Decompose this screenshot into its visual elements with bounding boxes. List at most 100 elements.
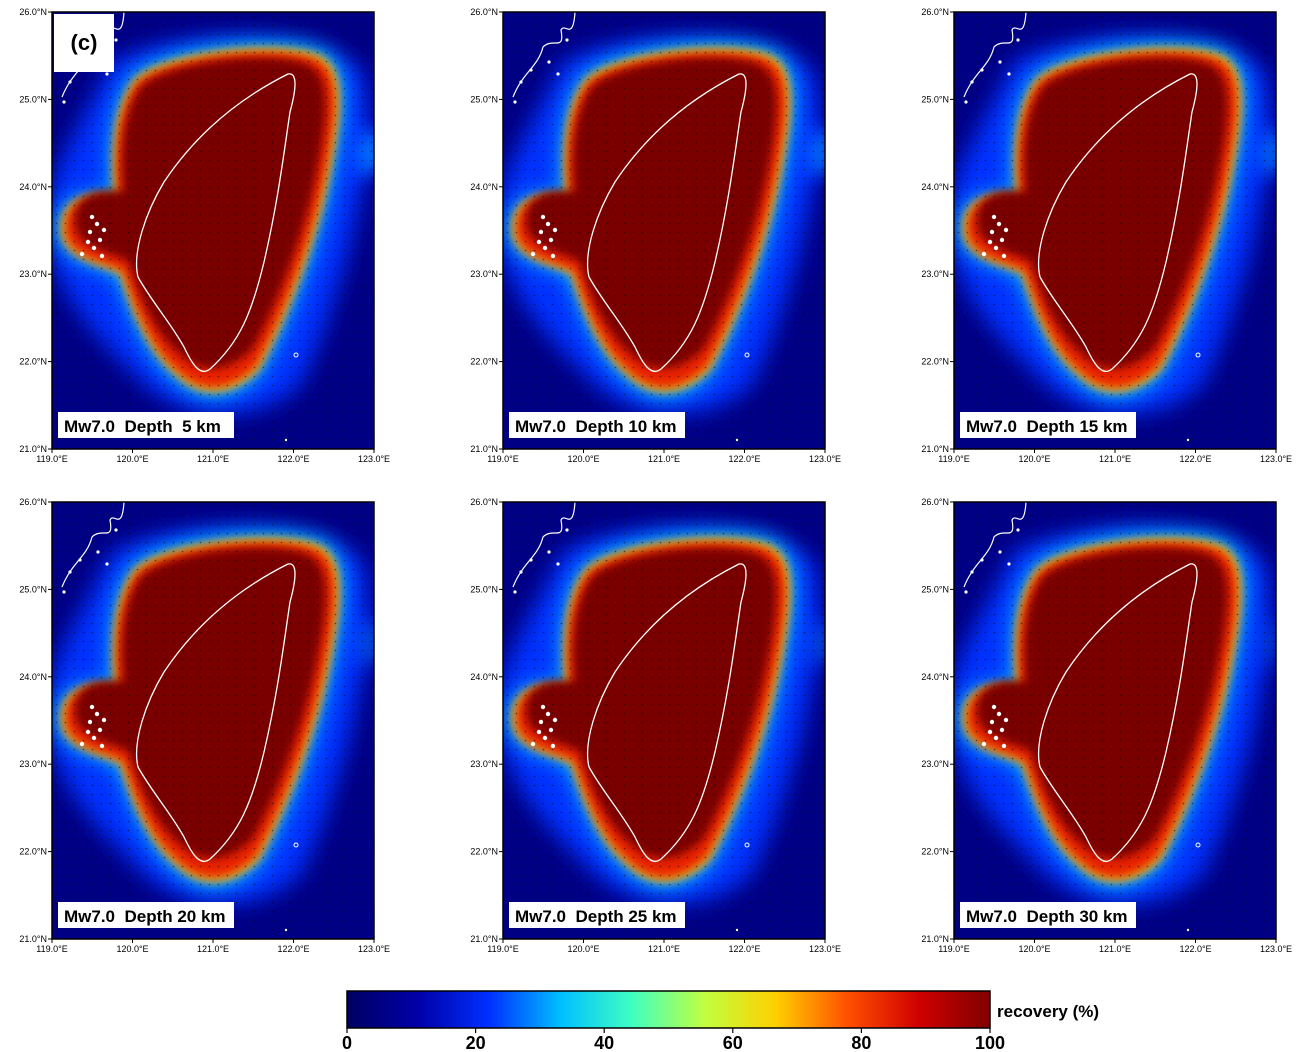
lon-tick-label: 121.0°E — [197, 454, 229, 464]
lat-tick-label: 24.0°N — [921, 182, 949, 192]
lat-tick-label: 22.0°N — [921, 357, 949, 367]
colorbar-tick-label: 20 — [466, 1033, 486, 1052]
green-island — [744, 842, 750, 848]
lat-tick-label: 25.0°N — [19, 584, 47, 594]
depth-label: Mw7.0 Depth 15 km — [960, 412, 1136, 438]
lat-tick-label: 26.0°N — [470, 7, 498, 17]
lat-tick-label: 23.0°N — [19, 759, 47, 769]
taiwan-coastline — [1037, 563, 1198, 862]
penghu-islands — [981, 704, 1009, 749]
penghu-islands — [530, 214, 558, 259]
lat-tick-label: 21.0°N — [921, 934, 949, 944]
map-panel: Mw7.0 Depth 25 km 26.0°N 25.0°N 24.0°N 23.0°… — [470, 497, 841, 954]
station-grid — [503, 502, 825, 939]
lat-tick-label: 23.0°N — [921, 269, 949, 279]
lat-tick-label: 25.0°N — [19, 94, 47, 104]
colorbar-title: recovery (%) — [997, 1002, 1099, 1021]
lat-tick-label: 25.0°N — [470, 94, 498, 104]
lat-tick-label: 26.0°N — [470, 497, 498, 507]
lat-tick-label: 22.0°N — [470, 357, 498, 367]
lon-tick-label: 120.0°E — [567, 454, 599, 464]
mainland-coast — [512, 12, 576, 104]
lon-tick-label: 120.0°E — [116, 944, 148, 954]
lat-tick-label: 21.0°N — [470, 444, 498, 454]
taiwan-coastline — [135, 73, 296, 372]
lon-tick-label: 122.0°E — [728, 944, 760, 954]
lon-tick-label: 123.0°E — [358, 944, 390, 954]
colorbar-tick-label: 40 — [594, 1033, 614, 1052]
lon-tick-label: 119.0°E — [36, 944, 67, 954]
lon-tick-label: 121.0°E — [1099, 944, 1131, 954]
lanyu-island — [284, 438, 288, 442]
lat-tick-label: 21.0°N — [470, 934, 498, 944]
depth-label: Mw7.0 Depth 10 km — [509, 412, 685, 438]
mainland-coast — [963, 12, 1027, 104]
station-grid — [954, 12, 1276, 449]
penghu-islands — [981, 214, 1009, 259]
lon-tick-label: 122.0°E — [1179, 454, 1211, 464]
map-panel: Mw7.0 Depth 10 km 26.0°N 25.0°N 24.0°N 23.0°… — [470, 7, 841, 464]
lanyu-island — [1186, 438, 1190, 442]
lon-tick-label: 121.0°E — [1099, 454, 1131, 464]
colorbar: recovery (%) 0 20 40 60 80 100 — [342, 990, 1099, 1052]
depth-label: Mw7.0 Depth 30 km — [960, 902, 1136, 928]
taiwan-coastline — [1037, 73, 1198, 372]
lat-tick-label: 22.0°N — [19, 357, 47, 367]
map-panel: Mw7.0 Depth 20 km 26.0°N 25.0°N 24.0°N 23.0°… — [19, 497, 390, 954]
lat-tick-label: 23.0°N — [470, 759, 498, 769]
penghu-islands — [530, 704, 558, 749]
lat-tick-label: 22.0°N — [19, 847, 47, 857]
lat-tick-label: 23.0°N — [19, 269, 47, 279]
taiwan-coastline — [586, 563, 747, 862]
lanyu-island — [284, 928, 288, 932]
green-island — [744, 352, 750, 358]
lon-tick-label: 119.0°E — [487, 454, 518, 464]
mainland-coast — [512, 502, 576, 594]
lat-tick-label: 26.0°N — [921, 497, 949, 507]
lon-tick-label: 122.0°E — [277, 944, 309, 954]
map-panel: Mw7.0 Depth 30 km 26.0°N 25.0°N 24.0°N 23.0°… — [921, 497, 1292, 954]
colorbar-tick-label: 80 — [851, 1033, 871, 1052]
lat-tick-label: 24.0°N — [19, 182, 47, 192]
lon-tick-label: 119.0°E — [938, 944, 969, 954]
depth-label-text: Mw7.0 Depth 15 km — [966, 417, 1128, 436]
lon-tick-label: 120.0°E — [1018, 944, 1050, 954]
lon-tick-label: 121.0°E — [648, 454, 680, 464]
lat-tick-label: 25.0°N — [921, 94, 949, 104]
penghu-islands — [79, 704, 107, 749]
lon-tick-label: 123.0°E — [1260, 944, 1292, 954]
lat-tick-label: 23.0°N — [470, 269, 498, 279]
mainland-coast — [61, 502, 125, 594]
lon-tick-label: 123.0°E — [809, 454, 841, 464]
lat-tick-label: 23.0°N — [921, 759, 949, 769]
depth-label: Mw7.0 Depth 5 km — [58, 412, 234, 438]
green-island — [293, 352, 299, 358]
lon-tick-label: 119.0°E — [938, 454, 969, 464]
station-grid — [503, 12, 825, 449]
lon-tick-label: 119.0°E — [36, 454, 67, 464]
depth-label-text: Mw7.0 Depth 5 km — [64, 417, 221, 436]
lat-tick-label: 25.0°N — [921, 584, 949, 594]
lon-tick-label: 123.0°E — [1260, 454, 1292, 464]
penghu-islands — [79, 214, 107, 259]
lanyu-island — [1186, 928, 1190, 932]
station-grid — [52, 12, 374, 449]
green-island — [1195, 352, 1201, 358]
green-island — [1195, 842, 1201, 848]
taiwan-coastline — [586, 73, 747, 372]
lon-tick-label: 122.0°E — [1179, 944, 1211, 954]
lat-tick-label: 21.0°N — [19, 934, 47, 944]
lon-tick-label: 120.0°E — [116, 454, 148, 464]
colorbar-gradient — [346, 990, 991, 1029]
station-grid — [954, 502, 1276, 939]
lat-tick-label: 21.0°N — [19, 444, 47, 454]
panel-label: (c) — [54, 14, 114, 72]
map-panel: Mw7.0 Depth 5 km 26.0°N 25.0°N 24.0°N 23.0°N… — [19, 7, 390, 464]
lat-tick-label: 22.0°N — [470, 847, 498, 857]
lon-tick-label: 122.0°E — [277, 454, 309, 464]
colorbar-tick-label: 0 — [342, 1033, 352, 1052]
lat-tick-label: 24.0°N — [470, 182, 498, 192]
lon-tick-label: 123.0°E — [809, 944, 841, 954]
lat-tick-label: 24.0°N — [19, 672, 47, 682]
